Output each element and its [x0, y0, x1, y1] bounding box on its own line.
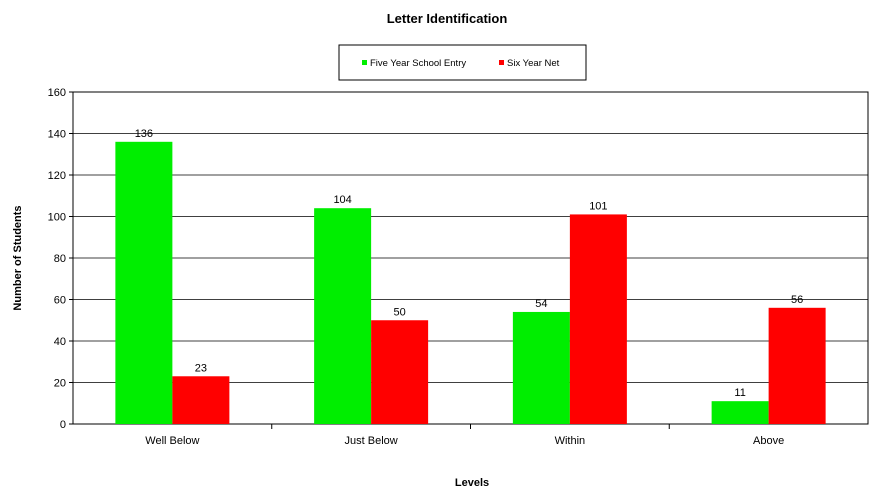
y-tick-label: 40 [54, 336, 66, 348]
y-axis-title: Number of Students [12, 205, 24, 310]
bar [768, 307, 826, 424]
chart-title: Letter Identification [387, 11, 508, 26]
x-axis-title: Levels [455, 477, 489, 489]
data-label: 56 [791, 294, 803, 306]
legend-swatch [362, 60, 367, 65]
data-label: 11 [734, 387, 745, 399]
y-tick-label: 100 [48, 212, 66, 224]
x-tick-label: Well Below [145, 435, 199, 447]
y-tick-label: 80 [54, 253, 66, 265]
y-axis: 0 20 40 60 80 100 120 140 160 [48, 87, 73, 431]
y-tick-label: 60 [54, 295, 66, 307]
y-tick-label: 140 [48, 129, 66, 141]
bar [371, 320, 429, 424]
bar [115, 141, 173, 425]
data-labels: 136 23 104 50 54 101 11 56 [135, 128, 804, 399]
y-tick-label: 0 [60, 419, 66, 431]
y-tick-label: 20 [54, 378, 66, 390]
bars [115, 141, 826, 425]
legend-label: Five Year School Entry [370, 58, 466, 69]
legend-box [338, 44, 587, 81]
bar [314, 208, 372, 424]
x-tick-label: Above [753, 435, 784, 447]
data-label: 101 [589, 200, 607, 212]
x-axis: Well Below Just Below Within Above [145, 424, 784, 447]
y-tick-label: 120 [48, 170, 66, 182]
bar [512, 311, 570, 424]
y-tick-label: 160 [48, 87, 66, 99]
legend-swatch [499, 60, 504, 65]
data-label: 104 [333, 194, 351, 206]
bar [711, 401, 769, 424]
legend-label: Six Year Net [507, 58, 560, 69]
x-tick-label: Within [555, 435, 586, 447]
x-tick-label: Just Below [345, 435, 398, 447]
bar [569, 214, 627, 424]
data-label: 54 [535, 298, 547, 310]
data-label: 136 [135, 128, 153, 140]
bar [172, 376, 230, 424]
gridlines [73, 133, 868, 383]
data-label: 50 [394, 306, 406, 318]
data-label: 23 [195, 362, 207, 374]
legend: Five Year School Entry Six Year Net [338, 44, 587, 81]
